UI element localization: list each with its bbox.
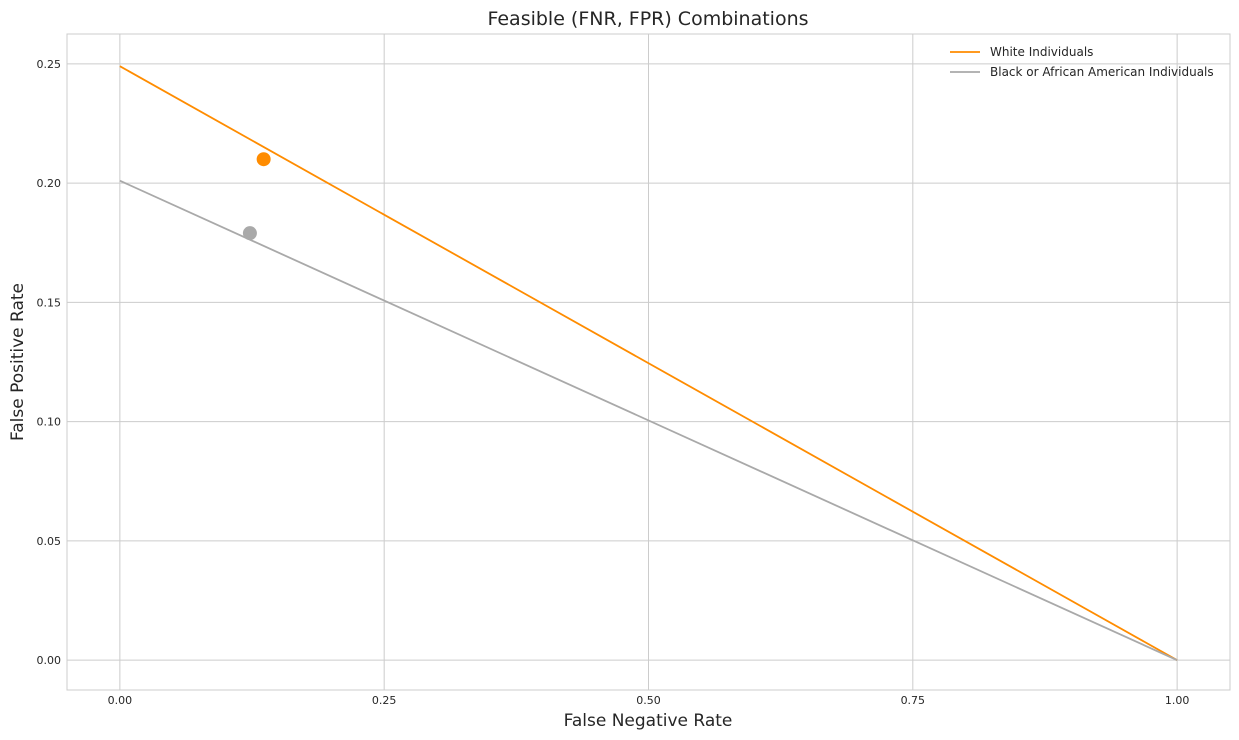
x-tick-label: 0.25: [372, 694, 397, 707]
y-tick-label: 0.20: [37, 177, 62, 190]
x-tick-label: 0.00: [108, 694, 133, 707]
legend-label-white: White Individuals: [990, 45, 1093, 59]
legend-label-black: Black or African American Individuals: [990, 65, 1214, 79]
y-axis-label: False Positive Rate: [8, 283, 28, 441]
legend: White Individuals Black or African Ameri…: [950, 45, 1214, 79]
series-layer: [119, 65, 1178, 662]
series-line-1: [119, 179, 1178, 662]
x-tick-label: 1.00: [1165, 694, 1190, 707]
x-tick-label: 0.50: [636, 694, 661, 707]
chart-title: Feasible (FNR, FPR) Combinations: [487, 8, 808, 30]
series-line-0: [119, 65, 1178, 661]
y-tick-label: 0.10: [37, 416, 62, 429]
x-tick-label: 0.75: [901, 694, 926, 707]
y-tick-label: 0.15: [37, 296, 62, 309]
points-layer: [242, 152, 271, 241]
y-tick-label: 0.00: [37, 654, 62, 667]
y-tick-label: 0.25: [37, 58, 62, 71]
x-tick-labels: 0.00 0.25 0.50 0.75 1.00: [108, 694, 1190, 707]
series-point-0: [256, 152, 271, 167]
y-tick-labels: 0.00 0.05 0.10 0.15 0.20 0.25: [37, 58, 62, 667]
grid: [67, 34, 1230, 690]
series-point-1: [242, 226, 257, 241]
x-axis-label: False Negative Rate: [564, 711, 733, 731]
y-tick-label: 0.05: [37, 535, 62, 548]
